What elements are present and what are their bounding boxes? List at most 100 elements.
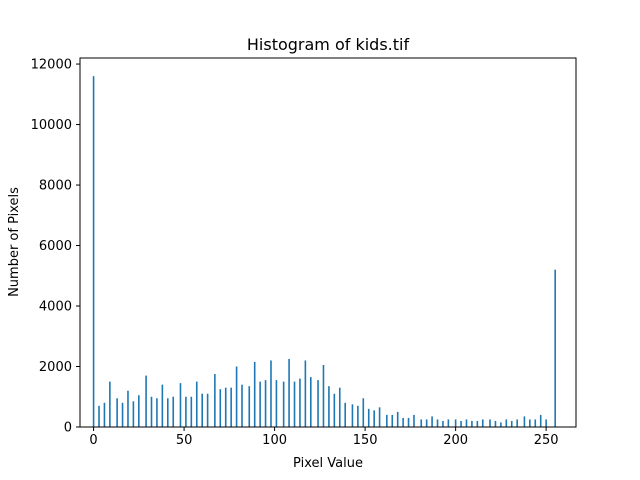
histogram-bar bbox=[529, 419, 531, 427]
histogram-bar bbox=[322, 365, 325, 427]
histogram-bar bbox=[179, 383, 182, 427]
histogram-bar bbox=[248, 386, 251, 427]
histogram-bar bbox=[489, 419, 491, 427]
histogram-bar bbox=[161, 384, 164, 427]
y-tick-label: 4000 bbox=[39, 300, 72, 315]
chart-title: Histogram of kids.tif bbox=[247, 35, 410, 54]
histogram-bar bbox=[92, 76, 95, 428]
histogram-bar bbox=[304, 360, 307, 427]
histogram-bar bbox=[299, 378, 301, 427]
histogram-bar bbox=[328, 386, 330, 427]
histogram-bar bbox=[116, 398, 118, 427]
bars-group bbox=[92, 76, 556, 428]
histogram-bar bbox=[431, 416, 433, 427]
histogram-bar bbox=[230, 387, 232, 427]
histogram-bar bbox=[402, 417, 404, 427]
y-tick-label: 12000 bbox=[31, 58, 72, 73]
histogram-bar bbox=[442, 420, 444, 427]
histogram-bar bbox=[103, 402, 106, 427]
histogram-bar bbox=[310, 377, 312, 427]
y-tick-label: 6000 bbox=[39, 239, 72, 254]
x-tick-label: 50 bbox=[176, 433, 193, 448]
histogram-bar bbox=[545, 419, 547, 427]
histogram-bar bbox=[264, 380, 267, 427]
histogram-bar bbox=[505, 419, 508, 427]
histogram-bar bbox=[219, 389, 222, 427]
histogram-bar bbox=[259, 381, 261, 427]
histogram-bar bbox=[241, 384, 243, 427]
histogram-bar bbox=[185, 396, 187, 427]
histogram-bar bbox=[425, 419, 428, 427]
histogram-bar bbox=[407, 417, 410, 427]
x-axis-ticks: 0 50 100 150 200 250 bbox=[89, 427, 559, 448]
x-tick-label: 150 bbox=[353, 433, 378, 448]
histogram-bar bbox=[362, 398, 365, 427]
histogram-bar bbox=[344, 402, 346, 427]
histogram-bar bbox=[109, 381, 111, 427]
x-tick-label: 100 bbox=[262, 433, 287, 448]
histogram-bar bbox=[253, 361, 256, 427]
histogram-bar bbox=[494, 420, 497, 427]
x-tick-label: 200 bbox=[443, 433, 468, 448]
histogram-bar bbox=[235, 366, 238, 427]
histogram-bar bbox=[288, 358, 290, 427]
histogram-bar bbox=[98, 405, 100, 427]
histogram-bar bbox=[195, 381, 198, 427]
histogram-bar bbox=[500, 422, 502, 427]
histogram-bar bbox=[357, 405, 359, 427]
histogram-bar bbox=[190, 396, 193, 427]
histogram-bar bbox=[554, 269, 556, 427]
plot-frame bbox=[79, 57, 577, 428]
histogram-bar bbox=[367, 408, 370, 427]
histogram-bar bbox=[156, 398, 158, 427]
y-tick-label: 8000 bbox=[39, 179, 72, 194]
histogram-bar bbox=[481, 419, 484, 427]
histogram-bar bbox=[293, 381, 296, 427]
histogram-bar bbox=[167, 398, 169, 427]
histogram-bar bbox=[132, 401, 135, 427]
histogram-bar bbox=[214, 374, 216, 427]
histogram-bar bbox=[391, 414, 394, 427]
x-tick-label: 250 bbox=[534, 433, 559, 448]
histogram-bar bbox=[471, 420, 473, 427]
histogram-bar bbox=[447, 419, 450, 427]
y-axis-ticks: 0 2000 4000 6000 8000 10000 12000 bbox=[31, 58, 80, 436]
histogram-bar bbox=[476, 420, 479, 427]
y-tick-label: 10000 bbox=[31, 118, 72, 133]
histogram-bar bbox=[201, 393, 203, 427]
histogram-bar bbox=[378, 407, 381, 427]
histogram-bar bbox=[317, 380, 319, 427]
histogram-bar bbox=[465, 419, 468, 427]
histogram-bar bbox=[270, 360, 272, 427]
histogram-bar bbox=[454, 419, 457, 427]
y-tick-label: 2000 bbox=[39, 360, 72, 375]
histogram-bar bbox=[510, 420, 513, 427]
histogram-bar bbox=[436, 419, 439, 427]
histogram-bar bbox=[523, 416, 526, 427]
histogram-bar bbox=[224, 387, 227, 427]
histogram-bar bbox=[420, 419, 423, 427]
histogram-bar bbox=[333, 393, 336, 427]
histogram-bar bbox=[275, 380, 278, 427]
histogram-bar bbox=[121, 402, 124, 427]
histogram-bar bbox=[516, 419, 518, 427]
histogram-bar bbox=[373, 410, 375, 427]
x-tick-label: 0 bbox=[89, 433, 97, 448]
y-axis-label: Number of Pixels bbox=[7, 187, 22, 297]
y-tick-label: 0 bbox=[64, 421, 72, 436]
histogram-bar bbox=[460, 420, 462, 427]
histogram-bar bbox=[351, 404, 354, 427]
x-axis-label: Pixel Value bbox=[293, 456, 363, 471]
histogram-bar bbox=[138, 395, 140, 427]
histogram-bar bbox=[396, 411, 399, 427]
histogram-bar bbox=[534, 419, 537, 427]
histogram-bar bbox=[172, 396, 175, 427]
histogram-bar bbox=[145, 375, 147, 427]
histogram-bar bbox=[127, 390, 129, 427]
histogram-bar bbox=[150, 396, 153, 427]
histogram-bar bbox=[539, 414, 542, 427]
histogram-bar bbox=[413, 414, 415, 427]
histogram-bar bbox=[282, 381, 285, 427]
histogram-bar bbox=[338, 387, 341, 427]
